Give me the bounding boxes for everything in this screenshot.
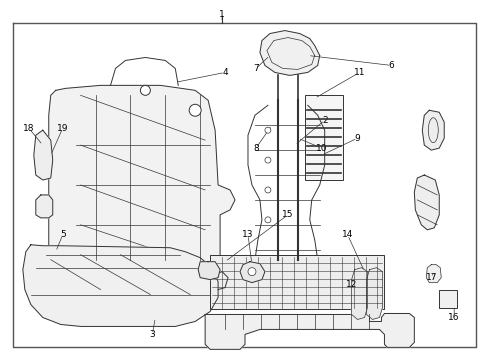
Polygon shape [260,31,319,75]
Text: 15: 15 [282,210,293,219]
Circle shape [264,187,270,193]
Text: 8: 8 [253,144,258,153]
Circle shape [264,127,270,133]
Polygon shape [351,268,367,319]
Text: 7: 7 [253,64,258,73]
Text: 12: 12 [345,280,357,289]
Circle shape [264,217,270,223]
Polygon shape [413,175,438,230]
Text: 5: 5 [60,230,65,239]
Polygon shape [36,195,53,218]
Text: 9: 9 [354,134,360,143]
Text: 11: 11 [353,68,365,77]
FancyBboxPatch shape [210,255,384,310]
Text: 17: 17 [425,273,436,282]
Text: 4: 4 [222,68,227,77]
Polygon shape [49,85,235,289]
Text: 3: 3 [149,330,155,339]
FancyBboxPatch shape [438,289,456,307]
Polygon shape [240,262,264,283]
Polygon shape [426,265,440,283]
Circle shape [140,85,150,95]
Text: 19: 19 [57,124,68,133]
Text: 2: 2 [321,116,327,125]
FancyBboxPatch shape [304,95,342,180]
Circle shape [247,268,255,276]
Text: 14: 14 [341,230,352,239]
Polygon shape [422,110,443,150]
Text: 18: 18 [23,124,35,133]
Polygon shape [366,268,382,319]
Polygon shape [34,130,53,180]
Text: 1: 1 [219,10,224,19]
Text: 6: 6 [388,61,393,70]
Circle shape [264,157,270,163]
Text: 13: 13 [242,230,253,239]
Circle shape [189,104,201,116]
Text: 10: 10 [315,144,327,153]
Polygon shape [198,262,220,280]
Text: 16: 16 [447,313,459,322]
Polygon shape [205,314,413,349]
Polygon shape [23,245,218,327]
